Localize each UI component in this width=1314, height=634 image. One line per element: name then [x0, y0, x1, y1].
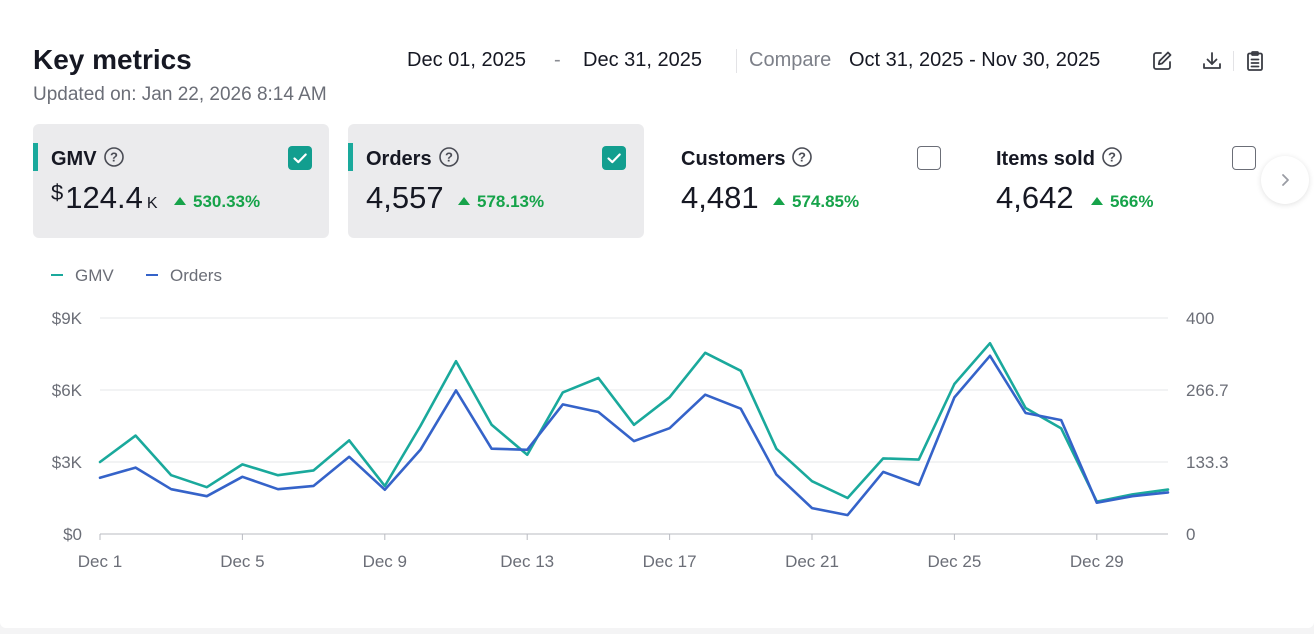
y-left-tick-label: $6K: [52, 381, 83, 400]
divider: [736, 49, 737, 73]
download-icon[interactable]: [1200, 49, 1224, 73]
metric-name: GMV?: [51, 146, 125, 171]
y-right-tick-label: 266.7: [1186, 381, 1229, 400]
svg-text:?: ?: [110, 150, 118, 165]
x-tick-label: Dec 29: [1070, 552, 1124, 571]
metric-indicator: [348, 143, 353, 171]
page-title: Key metrics: [33, 44, 192, 75]
metric-change: 530.33%: [174, 192, 260, 212]
date-end[interactable]: Dec 31, 2025: [583, 49, 702, 71]
date-start[interactable]: Dec 01, 2025: [407, 49, 526, 71]
metric-card-orders[interactable]: Orders? 4,557 578.13%: [348, 124, 644, 238]
metric-value: $124.4 K: [51, 180, 158, 215]
compare-range[interactable]: Oct 31, 2025 - Nov 30, 2025: [849, 49, 1101, 71]
metric-checkbox[interactable]: [288, 146, 312, 170]
y-left-tick-label: $9K: [52, 309, 83, 328]
next-metrics-button[interactable]: [1261, 156, 1309, 204]
x-tick-label: Dec 1: [78, 552, 122, 571]
y-right-tick-label: 400: [1186, 309, 1214, 328]
arrow-up-icon: [174, 197, 186, 205]
metric-checkbox[interactable]: [917, 146, 941, 170]
x-tick-label: Dec 5: [220, 552, 264, 571]
x-tick-label: Dec 13: [500, 552, 554, 571]
toolbar-divider: [1233, 51, 1234, 71]
updated-timestamp: Updated on: Jan 22, 2026 8:14 AM: [33, 84, 327, 105]
help-icon[interactable]: ?: [103, 146, 125, 168]
legend-gmv[interactable]: GMV: [51, 266, 114, 286]
x-tick-label: Dec 21: [785, 552, 839, 571]
legend-swatch: [51, 274, 63, 276]
svg-text:?: ?: [445, 150, 453, 165]
line-chart: $0 0 $3K 133.3 $6K 266.7 $9K 400 Dec 1 Dec 5 Dec 9…: [52, 309, 1229, 571]
series-line-orders: [98, 354, 1170, 517]
metric-change: 574.85%: [773, 192, 859, 212]
svg-text:?: ?: [799, 150, 807, 165]
metric-name: Customers?: [681, 146, 813, 171]
x-tick-label: Dec 17: [643, 552, 697, 571]
metric-change: 566%: [1091, 192, 1153, 212]
metric-value: 4,557: [366, 180, 444, 215]
series-line-gmv: [98, 341, 1170, 503]
chevron-right-icon: [1282, 174, 1289, 186]
legend-swatch: [146, 274, 158, 276]
arrow-up-icon: [773, 197, 785, 205]
y-left-tick-label: $3K: [52, 453, 83, 472]
y-right-tick-label: 133.3: [1186, 453, 1229, 472]
x-tick-label: Dec 9: [363, 552, 407, 571]
clipboard-icon[interactable]: [1243, 49, 1267, 73]
edit-icon[interactable]: [1150, 49, 1174, 73]
arrow-up-icon: [458, 197, 470, 205]
metric-name: Items sold?: [996, 146, 1123, 171]
svg-text:?: ?: [1108, 150, 1116, 165]
legend-orders[interactable]: Orders: [146, 266, 222, 286]
metric-value: 4,642: [996, 180, 1074, 215]
metric-checkbox[interactable]: [1232, 146, 1256, 170]
metric-card-gmv[interactable]: GMV? $124.4 K 530.33%: [33, 124, 329, 238]
metric-indicator: [33, 143, 38, 171]
metric-card-items-sold[interactable]: Items sold? 4,642 566%: [978, 124, 1274, 238]
y-left-tick-label: $0: [63, 525, 82, 544]
compare-label: Compare: [749, 49, 832, 71]
arrow-up-icon: [1091, 197, 1103, 205]
metric-card-customers[interactable]: Customers? 4,481 574.85%: [663, 124, 959, 238]
y-right-tick-label: 0: [1186, 525, 1195, 544]
metric-value: 4,481: [681, 180, 759, 215]
metric-checkbox[interactable]: [602, 146, 626, 170]
date-separator: -: [554, 49, 561, 71]
metric-name: Orders?: [366, 146, 460, 171]
metric-change: 578.13%: [458, 192, 544, 212]
x-tick-label: Dec 25: [927, 552, 981, 571]
help-icon[interactable]: ?: [1101, 146, 1123, 168]
help-icon[interactable]: ?: [791, 146, 813, 168]
help-icon[interactable]: ?: [438, 146, 460, 168]
